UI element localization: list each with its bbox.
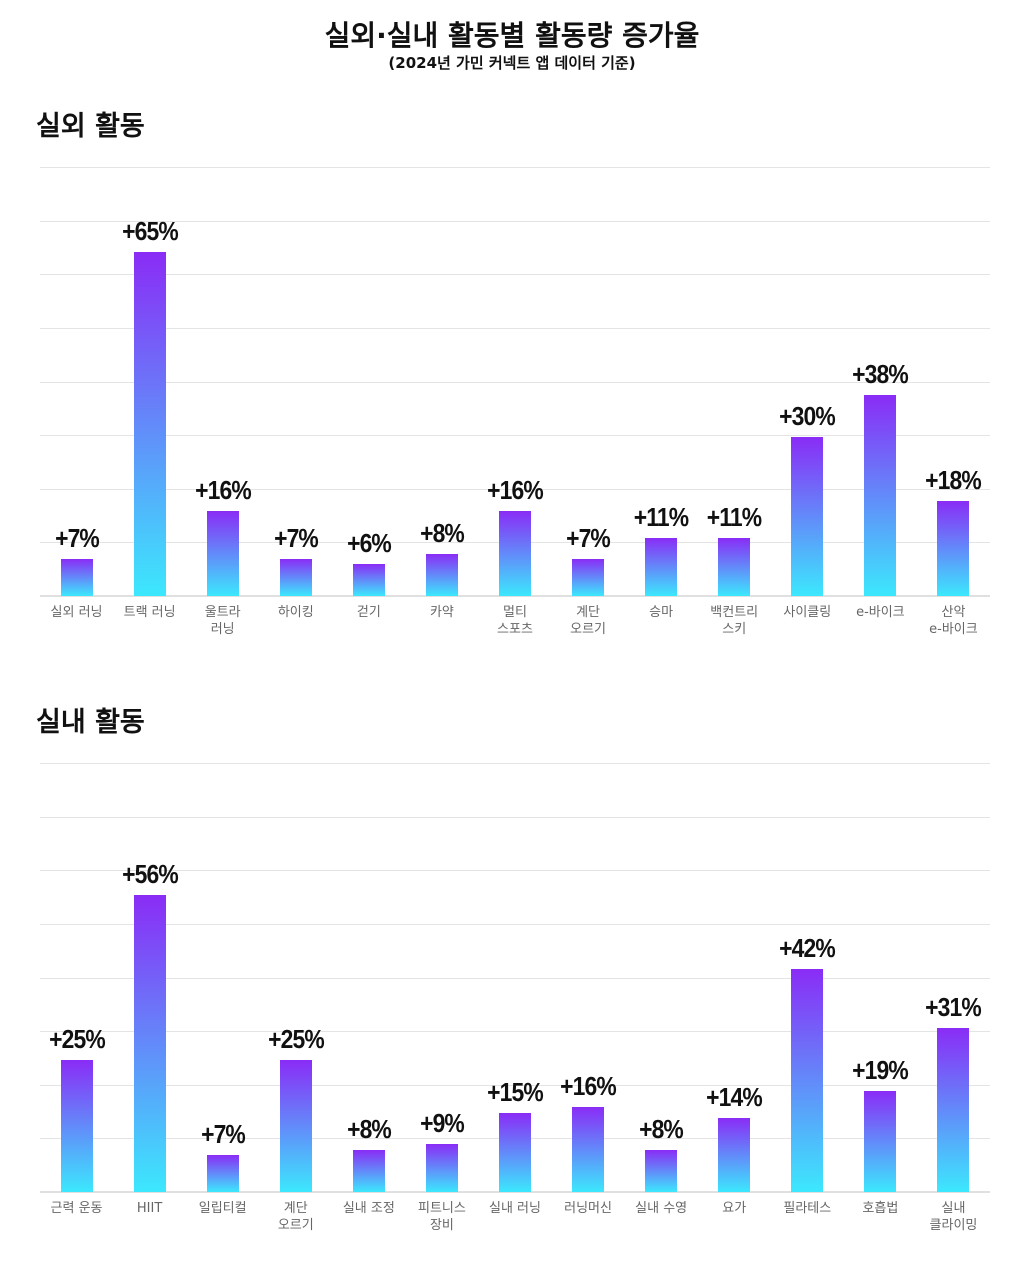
category-label: 카약: [429, 605, 454, 620]
bar: [206, 511, 239, 596]
value-label: +11%: [707, 501, 762, 532]
value-label: +7%: [273, 522, 319, 553]
category-label: 실내 수영: [635, 1201, 688, 1216]
page-subtitle: (2024년 가민 커넥트 앱 데이터 기준): [388, 54, 636, 72]
category-label: 사이클링: [783, 605, 832, 620]
bar: [279, 1059, 312, 1192]
category-label: 산악 e-바이크: [929, 605, 978, 637]
category-label: 백컨트리 스키: [710, 605, 759, 637]
category-label: e-바이크: [856, 605, 905, 620]
value-label: +7%: [200, 1118, 246, 1149]
bar: [206, 1154, 239, 1192]
value-label: +14%: [706, 1081, 763, 1112]
grid-line: [40, 1031, 990, 1033]
grid-line: [40, 220, 990, 222]
category-label: 필라테스: [783, 1201, 832, 1216]
section-title: 실내 활동: [36, 707, 145, 738]
value-label: +16%: [194, 475, 252, 506]
baseline: [40, 1191, 990, 1193]
bar: [133, 895, 166, 1192]
value-label: +30%: [779, 401, 836, 431]
grid-line: [40, 274, 990, 276]
category-label: 근력 운동: [50, 1201, 103, 1216]
value-label: +7%: [566, 522, 611, 553]
value-label: +31%: [925, 991, 983, 1022]
grid-line: [40, 870, 990, 872]
category-label: 승마: [649, 605, 674, 620]
bar: [937, 500, 970, 596]
grid-line: [40, 923, 990, 925]
value-label: +6%: [346, 528, 392, 559]
bar: [572, 558, 605, 596]
value-label: +11%: [633, 501, 689, 532]
bar: [645, 537, 678, 596]
value-label: +16%: [487, 475, 544, 506]
value-label: +65%: [121, 215, 179, 246]
category-label: 계단 오르기: [570, 605, 606, 637]
value-label: +8%: [420, 517, 465, 548]
grid-line: [40, 381, 990, 383]
value-label: +9%: [420, 1108, 465, 1139]
bar: [133, 251, 166, 596]
bar: [425, 553, 458, 596]
category-label: HIIT: [136, 1201, 163, 1216]
bar: [352, 1149, 385, 1192]
grid-line: [40, 977, 990, 979]
value-label: +7%: [54, 522, 100, 553]
bar: [718, 537, 751, 596]
grid-line: [40, 167, 990, 168]
bar: [645, 1149, 678, 1192]
bar: [791, 437, 824, 596]
section-title: 실외 활동: [36, 111, 145, 142]
value-label: +16%: [560, 1071, 617, 1102]
grid-line: [40, 816, 990, 818]
grid-line: [40, 488, 990, 490]
category-label: 멀티 스포츠: [497, 605, 533, 637]
category-label: 실내 클라이밍: [929, 1201, 978, 1233]
bar: [937, 1027, 970, 1192]
value-label: +8%: [639, 1113, 684, 1144]
category-label: 요가: [722, 1201, 747, 1216]
bar: [279, 558, 312, 596]
grid-line: [40, 1084, 990, 1086]
bar: [864, 394, 897, 596]
bar: [499, 511, 531, 596]
bar: [499, 1112, 531, 1192]
value-label: +38%: [852, 358, 910, 389]
value-label: +18%: [925, 464, 983, 495]
bar: [572, 1107, 605, 1192]
value-label: +19%: [852, 1055, 910, 1086]
category-label: 하이킹: [277, 605, 314, 620]
bar: [425, 1144, 458, 1192]
bar: [791, 969, 824, 1192]
bar: [864, 1091, 897, 1192]
category-label: 울트라 러닝: [204, 605, 241, 637]
value-label: +42%: [779, 933, 836, 964]
page-title: 실외·실내 활동별 활동량 증가율: [324, 19, 700, 52]
value-label: +25%: [267, 1023, 325, 1054]
grid-line: [40, 763, 990, 764]
value-label: +15%: [487, 1076, 544, 1107]
bar: [60, 1059, 93, 1192]
category-label: 피트니스 장비: [418, 1201, 466, 1233]
value-label: +56%: [121, 859, 179, 890]
category-label: 호흡법: [862, 1201, 899, 1216]
category-label: 러닝머신: [564, 1201, 612, 1216]
category-label: 일립티컬: [198, 1201, 247, 1216]
category-label: 트랙 러닝: [123, 605, 176, 620]
category-label: 실내 러닝: [489, 1201, 541, 1216]
grid-line: [40, 435, 990, 437]
bar: [718, 1117, 751, 1192]
value-label: +8%: [346, 1113, 392, 1144]
baseline: [40, 595, 990, 597]
bar: [60, 558, 93, 596]
value-label: +25%: [48, 1023, 106, 1054]
category-label: 실외 러닝: [50, 605, 103, 620]
grid-line: [40, 327, 990, 329]
bar: [352, 564, 385, 596]
category-label: 걷기: [356, 605, 381, 620]
category-label: 실내 조정: [342, 1201, 395, 1216]
category-label: 계단 오르기: [277, 1201, 314, 1233]
